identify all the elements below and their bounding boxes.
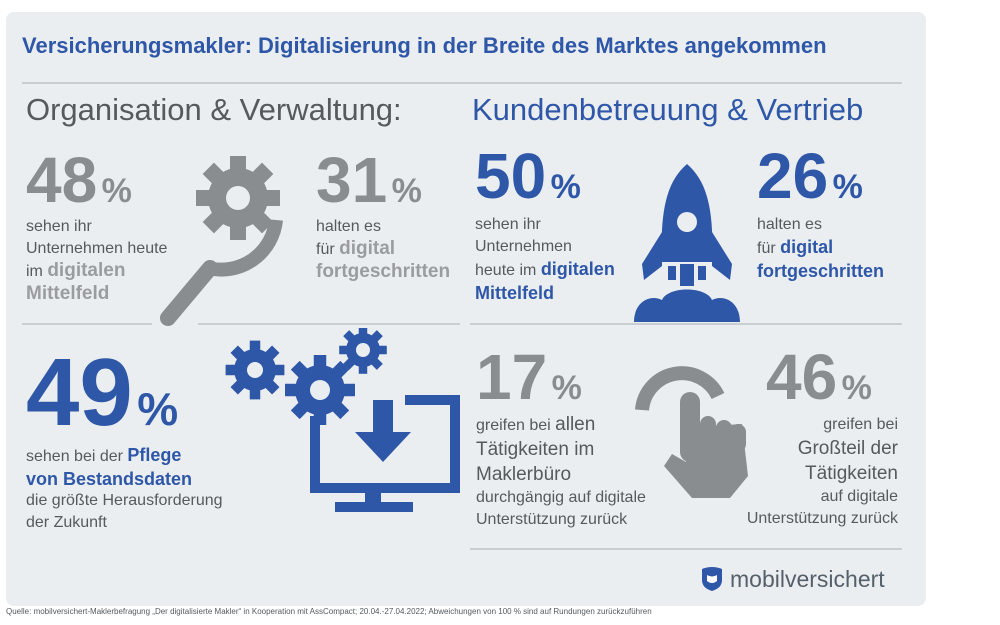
rocket-icon xyxy=(634,164,740,322)
text-line: sehen ihr xyxy=(475,216,541,233)
text-line: im digitalen xyxy=(26,260,167,283)
text-line: für digital xyxy=(757,236,884,260)
stat-48-text: sehen ihr Unternehmen heute im digitalen… xyxy=(26,216,167,305)
pointing-hand-icon xyxy=(635,366,748,498)
stat-50-text: sehen ihr Unternehmen heute im digitalen… xyxy=(475,214,615,304)
stat-unit: % xyxy=(391,172,422,210)
stat-unit: % xyxy=(841,369,872,407)
text-line: für digital xyxy=(316,238,450,261)
brand-logo: mobilversichert xyxy=(700,566,885,593)
source-note: Quelle: mobilversichert-Maklerbefragung … xyxy=(6,607,652,616)
stat-31: 31 % xyxy=(316,148,422,212)
text-line: greifen bei allen xyxy=(476,414,646,437)
divider xyxy=(198,323,460,325)
section-heading-kundenbetreuung: Kundenbetreuung & Vertrieb xyxy=(472,92,864,127)
text-line: Unterstützung zurück xyxy=(476,511,628,528)
text-line: Unterstützung zurück xyxy=(746,510,898,527)
divider xyxy=(22,82,902,84)
text-line: heute im digitalen xyxy=(475,258,615,282)
text-line: sehen bei der Pflege xyxy=(26,444,223,468)
stat-unit: % xyxy=(137,383,179,435)
text-line: sehen ihr xyxy=(26,218,92,235)
text-part: für xyxy=(316,241,340,258)
text-line: Großteil der xyxy=(797,438,898,459)
text-part: für xyxy=(757,240,781,257)
divider xyxy=(470,323,902,325)
text-line: halten es xyxy=(757,216,822,233)
text-line: greifen bei xyxy=(823,416,898,433)
text-part: greifen bei xyxy=(476,417,556,434)
stat-value: 26 xyxy=(757,140,829,212)
stat-49: 49 % xyxy=(26,345,178,441)
stat-31-text: halten es für digital fortgeschritten xyxy=(316,216,450,283)
divider xyxy=(470,548,902,550)
stat-value: 50 xyxy=(475,140,547,212)
stat-26: 26 % xyxy=(757,144,863,208)
shield-logo-icon xyxy=(702,567,722,591)
stat-value: 49 xyxy=(26,339,133,446)
stat-50: 50 % xyxy=(475,144,581,208)
gear-magnifier-icon xyxy=(160,156,283,326)
text-part: im xyxy=(26,263,48,280)
text-part: sehen bei der xyxy=(26,448,128,465)
infographic-card xyxy=(6,12,926,606)
text-line: Unternehmen xyxy=(475,238,572,255)
text-part: digital xyxy=(780,237,834,257)
text-line: der Zukunft xyxy=(26,514,107,531)
page-title: Versicherungsmakler: Digitalisierung in … xyxy=(22,33,827,58)
text-line: von Bestandsdaten xyxy=(26,469,193,489)
stat-unit: % xyxy=(101,172,132,210)
text-part: allen xyxy=(555,414,596,435)
text-line: durchgängig auf digitale xyxy=(476,489,646,506)
text-line: fortgeschritten xyxy=(757,261,885,281)
stat-49-text: sehen bei der Pflege von Bestandsdaten d… xyxy=(26,444,223,534)
stat-unit: % xyxy=(551,369,582,407)
stat-value: 46 xyxy=(766,341,838,413)
text-line: halten es xyxy=(316,218,381,235)
text-line: fortgeschritten xyxy=(316,261,451,282)
text-line: Tätigkeiten xyxy=(805,463,898,484)
text-part: digital xyxy=(339,238,396,259)
section-heading-organisation: Organisation & Verwaltung: xyxy=(26,92,402,127)
text-part: digitalen xyxy=(47,260,126,281)
stat-unit: % xyxy=(832,168,863,206)
text-line: Mittelfeld xyxy=(475,283,554,303)
stat-46-text: greifen bei Großteil der Tätigkeiten auf… xyxy=(747,414,898,530)
text-part: heute im xyxy=(475,262,541,279)
stat-unit: % xyxy=(550,168,581,206)
stat-17-text: greifen bei allen Tätigkeiten im Maklerb… xyxy=(476,414,646,531)
gears-monitor-download-icon xyxy=(225,328,460,512)
text-line: Unternehmen heute xyxy=(26,240,168,257)
stat-value: 48 xyxy=(26,144,98,216)
stat-17: 17 % xyxy=(476,345,582,409)
stat-value: 31 xyxy=(316,144,388,216)
text-line: Maklerbüro xyxy=(476,464,572,485)
text-line: die größte Herausforderung xyxy=(26,492,223,509)
stat-46: 46 % xyxy=(766,345,872,409)
brand-name: mobilversichert xyxy=(730,566,885,592)
text-part: digitalen xyxy=(540,259,615,279)
text-part: Pflege xyxy=(127,445,182,465)
text-line: Mittelfeld xyxy=(26,283,110,304)
stat-26-text: halten es für digital fortgeschritten xyxy=(757,214,884,282)
text-line: auf digitale xyxy=(820,488,898,505)
stat-48: 48 % xyxy=(26,148,132,212)
divider xyxy=(22,323,152,325)
text-line: Tätigkeiten im xyxy=(476,439,595,460)
stat-value: 17 xyxy=(476,341,548,413)
